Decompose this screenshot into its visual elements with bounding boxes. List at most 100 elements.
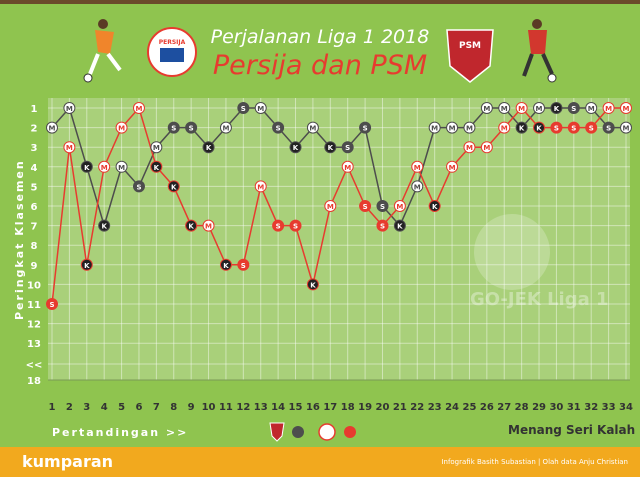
x-tick-label: 9 <box>188 402 195 413</box>
y-tick-label: 10 <box>27 280 41 291</box>
x-tick-label: 7 <box>153 402 160 413</box>
point-result-label: M <box>414 183 421 191</box>
y-tick-label: 8 <box>31 241 38 252</box>
legend-persija-marker <box>344 426 356 438</box>
point-marker <box>63 141 76 154</box>
point-marker <box>480 141 493 154</box>
point-marker <box>237 258 250 271</box>
data-point-psm: K <box>515 121 528 134</box>
point-result-label: K <box>293 144 299 152</box>
point-result-label: M <box>222 125 229 133</box>
football-right-icon <box>547 73 557 83</box>
point-marker <box>98 219 111 232</box>
point-marker <box>63 102 76 114</box>
x-tick-label: 5 <box>118 402 125 413</box>
point-marker <box>202 219 215 232</box>
y-tick-label: 4 <box>31 163 38 174</box>
point-result-label: M <box>344 164 351 172</box>
point-result-label: K <box>154 164 160 172</box>
point-result-label: S <box>571 105 576 113</box>
y-tick-label: 13 <box>27 339 41 350</box>
y-tick-label: 6 <box>31 202 38 213</box>
point-marker <box>185 219 198 232</box>
data-point-psm: K <box>202 141 215 154</box>
chart-title: Perjalanan Liga 1 2018 <box>210 26 430 48</box>
credit-text: Infografik Basith Subastian | Olah data … <box>441 458 628 466</box>
psm-logo-text: PSM <box>459 41 481 51</box>
x-tick-label: 31 <box>567 402 581 413</box>
x-tick-label: 18 <box>341 402 355 413</box>
watermark-ball-icon <box>474 214 550 290</box>
point-marker <box>98 160 111 173</box>
point-result-label: K <box>84 164 90 172</box>
point-marker <box>289 219 302 232</box>
point-result-label: M <box>501 105 508 113</box>
point-result-label: M <box>118 164 125 172</box>
psm-logo-icon <box>446 29 494 83</box>
x-tick-label: 6 <box>135 402 142 413</box>
point-result-label: S <box>363 203 368 211</box>
x-tick-label: 11 <box>219 402 233 413</box>
y-tick-label: 5 <box>31 182 38 193</box>
point-result-label: K <box>101 223 107 231</box>
point-result-label: M <box>501 125 508 133</box>
data-point-persija: S <box>550 121 563 134</box>
point-result-label: M <box>257 183 264 191</box>
data-point-persija: M <box>515 102 528 114</box>
point-marker <box>132 102 145 114</box>
data-point-persija: K <box>306 278 319 291</box>
x-tick-label: 8 <box>170 402 177 413</box>
data-point-persija: S <box>376 219 389 232</box>
point-result-label: M <box>66 105 73 113</box>
x-tick-label: 3 <box>83 402 90 413</box>
data-point-persija: M <box>324 200 337 212</box>
football-left-icon <box>83 73 93 83</box>
x-tick-label: 4 <box>101 402 108 413</box>
point-marker <box>167 180 180 193</box>
data-point-psm: M <box>115 160 128 173</box>
point-result-label: S <box>293 223 298 231</box>
data-point-psm: M <box>533 102 546 114</box>
point-marker <box>115 121 128 134</box>
persija-logo-text: PERSIJA <box>159 39 186 46</box>
point-result-label: S <box>380 203 385 211</box>
point-marker <box>115 160 128 173</box>
y-tick-label: 7 <box>31 222 38 233</box>
point-result-label: M <box>431 125 438 133</box>
data-point-persija: M <box>446 160 459 173</box>
point-result-label: K <box>223 262 229 270</box>
data-point-persija: S <box>359 200 372 212</box>
point-marker <box>46 121 58 134</box>
point-result-label: M <box>257 105 264 113</box>
data-point-psm: M <box>63 102 76 114</box>
data-point-persija: M <box>98 160 111 173</box>
point-result-label: M <box>414 164 421 172</box>
x-tick-label: 33 <box>602 402 616 413</box>
x-tick-label: 14 <box>271 402 285 413</box>
data-point-persija: K <box>185 219 198 232</box>
x-tick-label: 28 <box>515 402 529 413</box>
point-marker <box>411 180 424 193</box>
data-point-persija: K <box>80 258 93 271</box>
point-marker <box>411 160 424 173</box>
point-marker <box>567 121 580 134</box>
point-marker <box>620 121 632 134</box>
data-point-psm: K <box>550 102 563 114</box>
data-point-persija: S <box>237 258 250 271</box>
x-tick-label: 19 <box>358 402 372 413</box>
player-right-jersey-icon <box>528 30 547 54</box>
data-point-persija: S <box>272 219 285 232</box>
data-point-persija: M <box>498 121 511 134</box>
point-result-label: S <box>571 125 576 133</box>
point-result-label: M <box>101 164 108 172</box>
point-result-label: M <box>153 144 160 152</box>
result-key: Menang Seri Kalah <box>508 423 636 437</box>
point-result-label: K <box>432 203 438 211</box>
data-point-persija: S <box>567 121 580 134</box>
point-marker <box>237 102 250 114</box>
point-result-label: K <box>188 223 194 231</box>
point-marker <box>446 160 459 173</box>
data-point-persija: K <box>150 160 163 173</box>
point-result-label: M <box>536 105 543 113</box>
data-point-psm: M <box>463 121 476 134</box>
